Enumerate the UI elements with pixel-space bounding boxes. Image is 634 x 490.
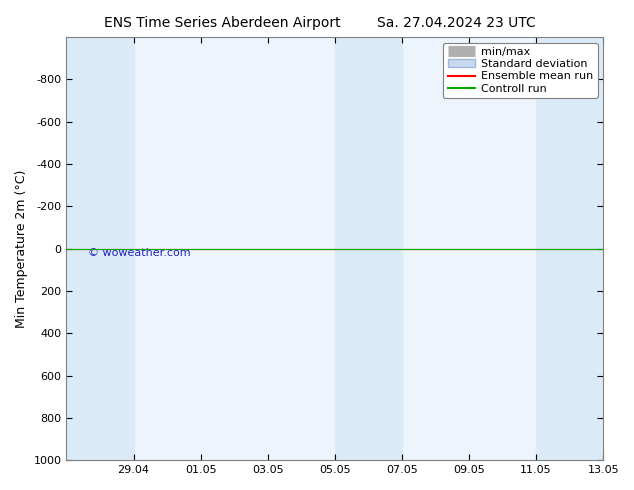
- Bar: [536, 37, 603, 460]
- Text: ENS Time Series Aberdeen Airport: ENS Time Series Aberdeen Airport: [103, 16, 340, 30]
- Legend: min/max, Standard deviation, Ensemble mean run, Controll run: min/max, Standard deviation, Ensemble me…: [443, 43, 598, 98]
- Bar: [335, 37, 402, 460]
- Text: © woweather.com: © woweather.com: [88, 248, 190, 258]
- Text: Sa. 27.04.2024 23 UTC: Sa. 27.04.2024 23 UTC: [377, 16, 536, 30]
- Bar: [67, 37, 134, 460]
- Y-axis label: Min Temperature 2m (°C): Min Temperature 2m (°C): [15, 170, 28, 328]
